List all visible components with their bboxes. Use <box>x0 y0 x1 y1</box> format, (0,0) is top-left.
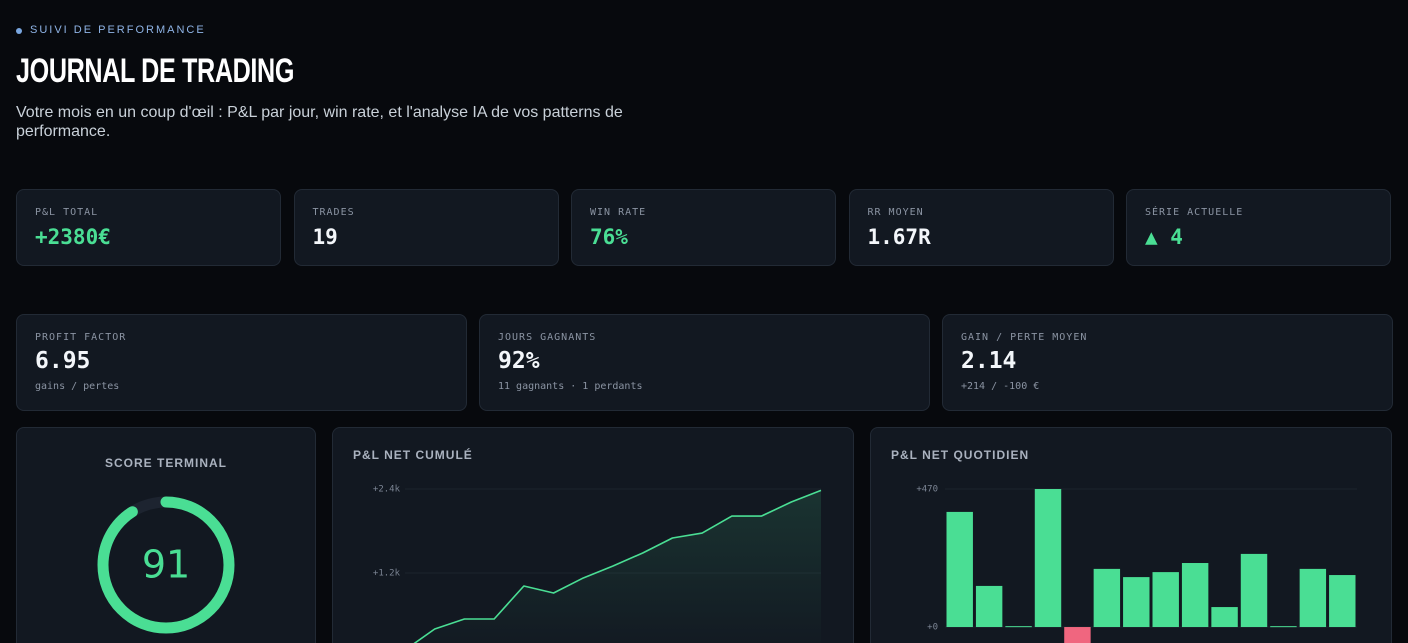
stat-label: RR MOYEN <box>867 207 924 218</box>
line <box>413 489 822 643</box>
stat-card: WIN RATE 76% <box>571 189 836 266</box>
stat-label: P&L TOTAL <box>35 207 99 218</box>
y-tick-label: +470 <box>916 485 938 495</box>
metric-label: PROFIT FACTOR <box>35 332 127 343</box>
metric-note: +214 / -100 € <box>961 381 1040 392</box>
stat-value: ▲ 4 <box>1145 225 1183 249</box>
area <box>414 490 821 643</box>
bar <box>946 511 973 628</box>
score-value: 91 <box>142 543 190 587</box>
stat-card: RR MOYEN 1.67R <box>848 189 1114 266</box>
bar <box>1005 626 1032 628</box>
stat-value: 19 <box>312 225 338 249</box>
page-subtitle: Votre mois en un coup d'œil : P&L par jo… <box>16 104 623 140</box>
bar <box>1329 575 1356 628</box>
stat-label: SÉRIE ACTUELLE <box>1145 207 1244 218</box>
metric-label: JOURS GAGNANTS <box>498 332 597 343</box>
metric-value: 2.14 <box>961 348 1017 374</box>
stat-card: TRADES 19 <box>293 189 559 266</box>
eyebrow: SUIVI DE PERFORMANCE <box>30 24 206 36</box>
bar <box>975 585 1003 628</box>
metric-note: gains / pertes <box>35 381 120 392</box>
stat-value: 1.67R <box>867 225 931 249</box>
eyebrow-dot <box>16 28 22 34</box>
bar <box>1299 568 1327 628</box>
metric-note: 11 gagnants · 1 perdants <box>498 381 643 392</box>
score-title: SCORE TERMINAL <box>105 456 227 470</box>
stat-value: 76% <box>590 225 628 249</box>
metric-card: GAIN / PERTE MOYEN 2.14 +214 / -100 € <box>942 314 1393 411</box>
y-tick-label: +2.4k <box>373 485 401 495</box>
y-tick-label: +0 <box>927 623 938 633</box>
bar <box>1270 626 1297 628</box>
score-card: SCORE TERMINAL <box>16 427 316 643</box>
bar <box>1240 553 1268 628</box>
cumulative-title: P&L NET CUMULÉ <box>353 448 473 462</box>
page-title: JOURNAL DE TRADING <box>16 52 295 90</box>
stat-value: +2380€ <box>35 225 111 249</box>
bar <box>1211 607 1238 628</box>
metric-value: 6.95 <box>35 348 91 374</box>
metric-card: PROFIT FACTOR 6.95 gains / pertes <box>16 314 467 411</box>
bar <box>1093 568 1121 628</box>
y-tick-label: +1.2k <box>373 569 401 579</box>
stat-label: TRADES <box>312 207 355 218</box>
score-arc <box>97 496 235 634</box>
bar <box>1064 627 1091 643</box>
metric-label: GAIN / PERTE MOYEN <box>961 332 1088 343</box>
stat-label: WIN RATE <box>590 207 647 218</box>
stat-card: P&L TOTAL +2380€ <box>16 189 281 266</box>
stat-card: SÉRIE ACTUELLE ▲ 4 <box>1126 189 1391 266</box>
bar <box>1152 572 1179 628</box>
metric-value: 92% <box>498 348 540 374</box>
daily-title: P&L NET QUOTIDIEN <box>891 448 1030 462</box>
bar <box>1034 489 1062 628</box>
bar <box>1123 577 1150 628</box>
bar <box>1181 563 1209 628</box>
metric-card: JOURS GAGNANTS 92% 11 gagnants · 1 perdant… <box>479 314 930 411</box>
